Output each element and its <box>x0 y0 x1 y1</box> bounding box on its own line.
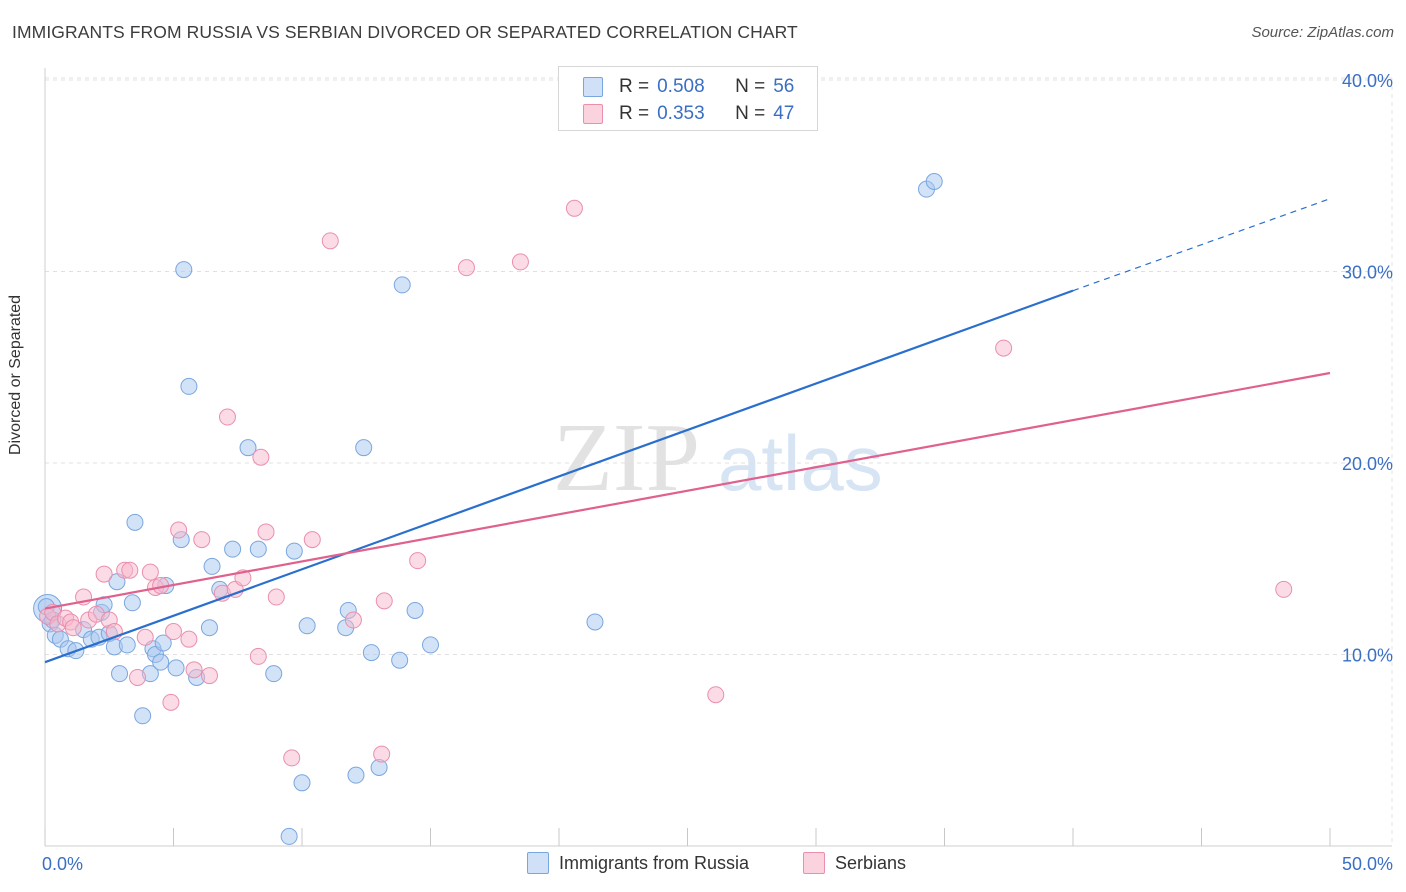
russia-point <box>239 439 257 457</box>
tick-labels: 10.0% 20.0% 30.0% 40.0% 0.0% 50.0% <box>42 71 1393 874</box>
y-tick-label: 10.0% <box>1342 646 1393 666</box>
russia-point <box>406 601 424 619</box>
russia-point <box>293 774 311 792</box>
russia-swatch <box>583 77 603 97</box>
axes <box>44 68 1392 847</box>
stats-legend-row-russia: R = 0.508 N = 56 <box>583 75 795 99</box>
russia-point <box>362 644 380 662</box>
watermark-zip: ZIP <box>553 404 700 512</box>
russia-point <box>203 557 221 575</box>
n-label: N = <box>735 76 766 97</box>
chart-title: IMMIGRANTS FROM RUSSIA VS SERBIAN DIVORC… <box>12 22 798 42</box>
serbians-point <box>200 667 218 685</box>
stats-legend: R = 0.508 N = 56 R = 0.353 N = 47 <box>558 66 818 131</box>
russia-point <box>180 377 198 395</box>
source-label: Source: ZipAtlas.com <box>1251 24 1394 41</box>
russia-point <box>134 707 152 725</box>
r-value: 0.353 <box>657 103 705 124</box>
r-label: R = <box>619 103 650 124</box>
serbians-point <box>375 592 393 610</box>
serbians-point <box>1275 580 1293 598</box>
russia-point <box>167 659 185 677</box>
serbians-point <box>409 552 427 570</box>
serbians-point <box>162 693 180 711</box>
russia-point <box>118 636 136 654</box>
russia-point <box>126 513 144 531</box>
legend-item-serbians: Serbians <box>803 852 906 874</box>
legend-item-russia: Immigrants from Russia <box>527 852 749 874</box>
serbians-point <box>185 661 203 679</box>
russia-trend-line <box>44 289 1074 664</box>
russia-point <box>285 542 303 560</box>
russia-point <box>111 665 129 683</box>
russia-point <box>391 651 409 669</box>
x-tick-label: 50.0% <box>1342 854 1393 874</box>
n-label: N = <box>735 103 766 124</box>
serbians-point <box>344 611 362 629</box>
serbians-point <box>218 408 236 426</box>
russia-point <box>393 276 411 294</box>
y-tick-label: 40.0% <box>1342 71 1393 91</box>
serbians-point <box>249 647 267 665</box>
russia-point <box>298 617 316 635</box>
serbians-point <box>511 253 529 271</box>
russia-point <box>347 766 365 784</box>
watermark: ZIP atlas <box>553 404 883 512</box>
serbians-point <box>64 619 82 637</box>
serbians-trend-line <box>44 371 1331 610</box>
russia-point <box>249 540 267 558</box>
russia-point <box>123 594 141 612</box>
russia-point <box>152 653 170 671</box>
y-tick-label: 30.0% <box>1342 263 1393 283</box>
russia-trend-extension <box>1072 198 1331 292</box>
serbians-point <box>565 199 583 217</box>
serbians-point <box>136 628 154 646</box>
serbians-point <box>995 339 1013 357</box>
serbians-point <box>193 531 211 549</box>
russia-point <box>280 827 298 845</box>
serbians-legend-swatch <box>803 852 825 874</box>
serbians-point <box>95 565 113 583</box>
russia-point <box>200 619 218 637</box>
data-points <box>33 172 1293 845</box>
serbians-point <box>283 749 301 767</box>
r-value: 0.508 <box>657 76 705 97</box>
russia-point <box>265 665 283 683</box>
serbians-point <box>129 668 147 686</box>
serbians-point <box>267 588 285 606</box>
legend-label-serbians: Serbians <box>835 852 907 873</box>
russia-legend-swatch <box>527 852 549 874</box>
russia-point <box>586 613 604 631</box>
russia-point <box>175 261 193 279</box>
serbians-point <box>321 232 339 250</box>
serbians-point <box>141 563 159 581</box>
serbians-point <box>257 523 275 541</box>
serbians-point <box>707 686 725 704</box>
x-tick-label: 0.0% <box>42 854 83 874</box>
serbians-point <box>303 531 321 549</box>
r-label: R = <box>619 76 650 97</box>
y-tick-label: 20.0% <box>1342 454 1393 474</box>
n-value: 47 <box>773 103 795 124</box>
serbians-point <box>180 630 198 648</box>
russia-point <box>355 439 373 457</box>
russia-point <box>422 636 439 654</box>
stats-legend-row-serbians: R = 0.353 N = 47 <box>583 102 795 126</box>
russia-point <box>224 540 242 558</box>
russia-point <box>154 634 172 652</box>
serbians-point <box>457 259 475 277</box>
series-legend: Immigrants from Russia Serbians <box>0 852 1406 878</box>
serbians-point <box>165 623 182 641</box>
legend-label-russia: Immigrants from Russia <box>559 852 750 873</box>
trend-lines <box>44 198 1331 664</box>
russia-point <box>925 172 943 190</box>
n-value: 56 <box>773 76 795 97</box>
serbians-point <box>373 745 391 763</box>
serbians-swatch <box>583 104 603 124</box>
serbians-point <box>121 561 139 579</box>
serbians-point <box>252 448 270 466</box>
serbians-point <box>170 521 188 539</box>
